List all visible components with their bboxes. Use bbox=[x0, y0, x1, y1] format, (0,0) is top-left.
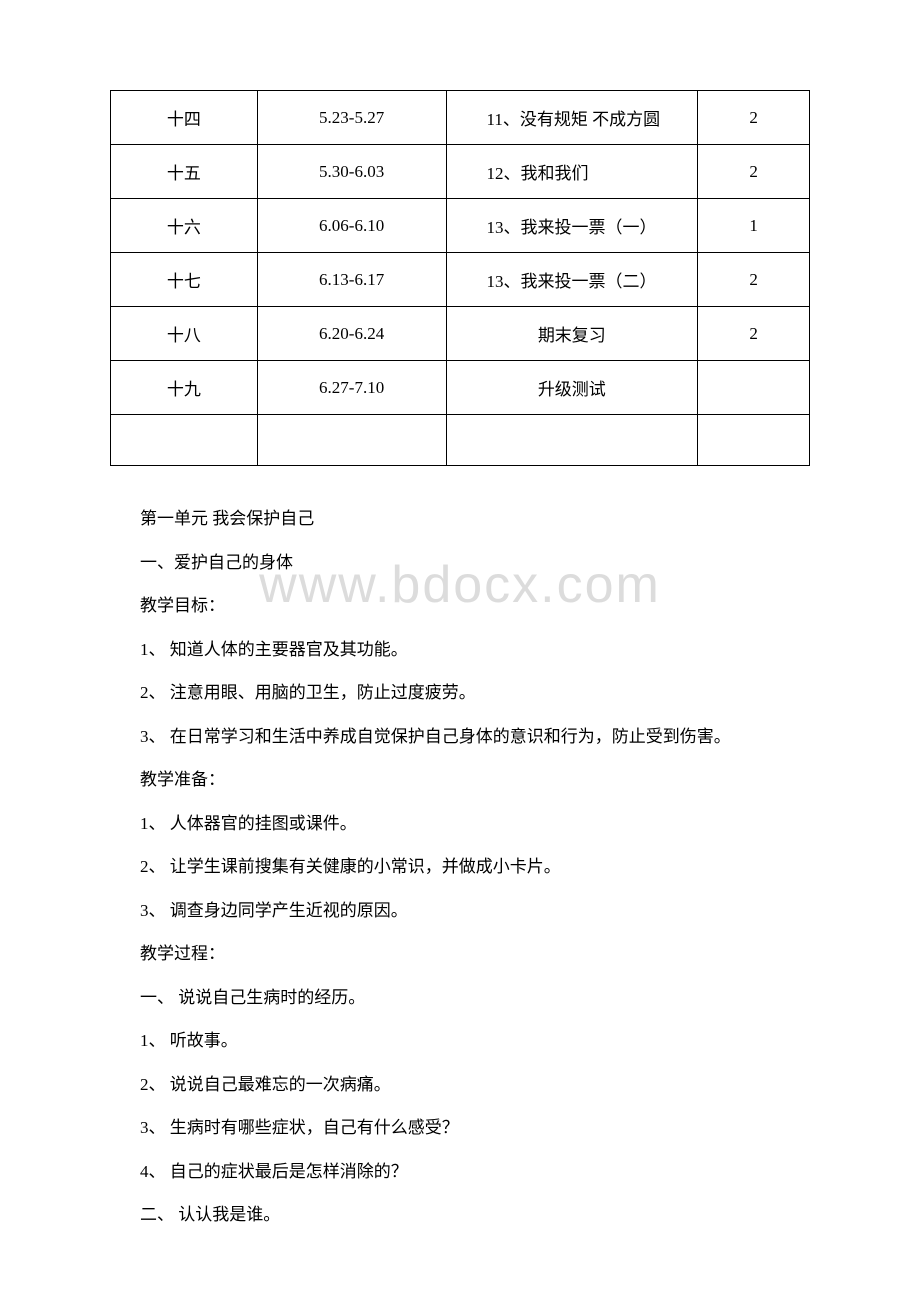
date-cell: 6.20-6.24 bbox=[257, 307, 446, 361]
week-cell: 十六 bbox=[111, 199, 258, 253]
body-line: 教学目标： bbox=[140, 593, 810, 619]
body-line: 3、 在日常学习和生活中养成自觉保护自己身体的意识和行为，防止受到伤害。 bbox=[140, 724, 810, 750]
topic-cell: 期末复习 bbox=[446, 307, 698, 361]
date-cell: 6.13-6.17 bbox=[257, 253, 446, 307]
body-line: 1、 听故事。 bbox=[140, 1028, 810, 1054]
week-cell: 十九 bbox=[111, 361, 258, 415]
date-cell: 6.27-7.10 bbox=[257, 361, 446, 415]
table-row bbox=[111, 415, 810, 466]
table-row: 十六6.06-6.1013、我来投一票（一）1 bbox=[111, 199, 810, 253]
content-section: 第一单元 我会保护自己一、爱护自己的身体教学目标： 1、 知道人体的主要器官及其功… bbox=[110, 506, 810, 1228]
date-cell: 5.23-5.27 bbox=[257, 91, 446, 145]
empty-cell bbox=[111, 415, 258, 466]
table-row: 十七6.13-6.1713、我来投一票（二）2 bbox=[111, 253, 810, 307]
hours-cell: 2 bbox=[698, 307, 810, 361]
schedule-table: 十四5.23-5.2711、没有规矩 不成方圆2十五5.30-6.0312、我和… bbox=[110, 90, 810, 466]
document-page: www.bdocx.com 十四5.23-5.2711、没有规矩 不成方圆2十五… bbox=[0, 0, 920, 1306]
hours-cell: 2 bbox=[698, 253, 810, 307]
body-line: 1、 人体器官的挂图或课件。 bbox=[140, 811, 810, 837]
topic-cell: 12、我和我们 bbox=[446, 145, 698, 199]
body-line: 1、 知道人体的主要器官及其功能。 bbox=[140, 637, 810, 663]
topic-cell: 13、我来投一票（二） bbox=[446, 253, 698, 307]
body-line: 2、 注意用眼、用脑的卫生，防止过度疲劳。 bbox=[140, 680, 810, 706]
body-line: 3、 生病时有哪些症状，自己有什么感受？ bbox=[140, 1115, 810, 1141]
hours-cell: 2 bbox=[698, 145, 810, 199]
date-cell: 5.30-6.03 bbox=[257, 145, 446, 199]
body-line: 一、爱护自己的身体 bbox=[140, 550, 810, 576]
table-row: 十八6.20-6.24期末复习2 bbox=[111, 307, 810, 361]
body-line: 教学过程： bbox=[140, 941, 810, 967]
date-cell: 6.06-6.10 bbox=[257, 199, 446, 253]
week-cell: 十七 bbox=[111, 253, 258, 307]
hours-cell: 1 bbox=[698, 199, 810, 253]
hours-cell bbox=[698, 361, 810, 415]
table-row: 十五5.30-6.0312、我和我们2 bbox=[111, 145, 810, 199]
body-line: 2、 说说自己最难忘的一次病痛。 bbox=[140, 1072, 810, 1098]
body-line: 3、 调查身边同学产生近视的原因。 bbox=[140, 898, 810, 924]
table-row: 十九6.27-7.10升级测试 bbox=[111, 361, 810, 415]
body-line: 4、 自己的症状最后是怎样消除的？ bbox=[140, 1159, 810, 1185]
hours-cell: 2 bbox=[698, 91, 810, 145]
body-line: 2、 让学生课前搜集有关健康的小常识，并做成小卡片。 bbox=[140, 854, 810, 880]
empty-cell bbox=[257, 415, 446, 466]
topic-cell: 11、没有规矩 不成方圆 bbox=[446, 91, 698, 145]
body-line: 二、 认认我是谁。 bbox=[140, 1202, 810, 1228]
topic-cell: 升级测试 bbox=[446, 361, 698, 415]
week-cell: 十八 bbox=[111, 307, 258, 361]
body-line: 一、 说说自己生病时的经历。 bbox=[140, 985, 810, 1011]
week-cell: 十五 bbox=[111, 145, 258, 199]
empty-cell bbox=[698, 415, 810, 466]
empty-cell bbox=[446, 415, 698, 466]
body-line: 第一单元 我会保护自己 bbox=[140, 506, 810, 532]
body-line: 教学准备： bbox=[140, 767, 810, 793]
week-cell: 十四 bbox=[111, 91, 258, 145]
table-row: 十四5.23-5.2711、没有规矩 不成方圆2 bbox=[111, 91, 810, 145]
topic-cell: 13、我来投一票（一） bbox=[446, 199, 698, 253]
